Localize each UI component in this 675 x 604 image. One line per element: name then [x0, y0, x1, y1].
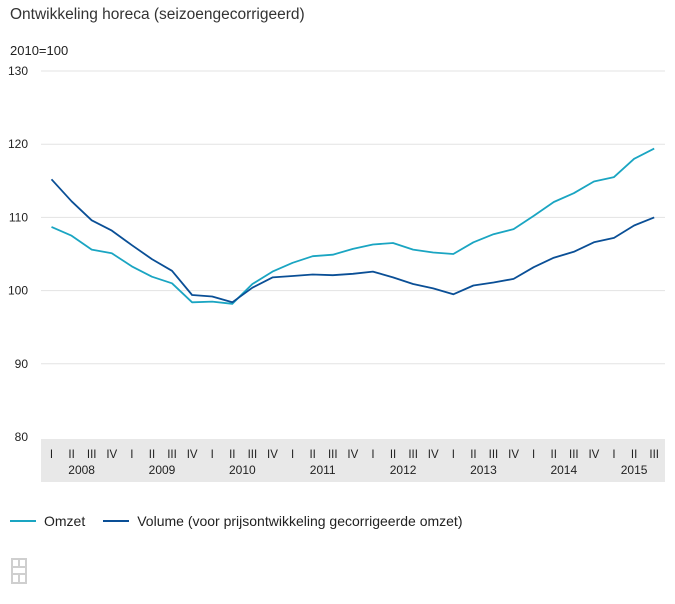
x-tick-label-quarter: IV	[588, 449, 599, 461]
x-tick-label-quarter: III	[248, 449, 258, 461]
x-tick-label-year: 2010	[229, 463, 256, 477]
x-tick-label-quarter: III	[167, 449, 177, 461]
x-tick-label-quarter: I	[291, 449, 294, 461]
x-axis-ticks: I II III IV I II III IV I II III IV I II III IV I II III IV…	[50, 449, 659, 477]
x-tick-label-quarter: II	[470, 449, 476, 461]
x-tick-label-year: 2014	[550, 463, 577, 477]
x-tick-label-quarter: II	[551, 449, 557, 461]
x-tick-label-quarter: I	[211, 449, 214, 461]
x-tick-label-quarter: I	[532, 449, 535, 461]
legend-swatch-omzet	[10, 520, 36, 522]
x-tick-label-year: 2012	[390, 463, 417, 477]
y-tick-label: 80	[15, 430, 29, 444]
x-tick-label-quarter: I	[50, 449, 53, 461]
legend-label-omzet: Omzet	[44, 513, 86, 529]
gridlines	[41, 70, 665, 365]
x-tick-label-quarter: III	[569, 449, 579, 461]
x-tick-label-quarter: I	[612, 449, 615, 461]
x-tick-label-quarter: I	[371, 449, 374, 461]
legend-label-volume: Volume (voor prijsontwikkeling gecorrige…	[137, 513, 463, 529]
y-tick-label: 110	[9, 210, 28, 224]
legend-swatch-volume	[103, 520, 130, 522]
x-tick-label-quarter: IV	[106, 449, 117, 461]
x-tick-label-year: 2015	[621, 463, 648, 477]
y-tick-label: 120	[8, 137, 28, 151]
x-tick-label-quarter: II	[390, 449, 396, 461]
x-tick-label-quarter: II	[309, 449, 315, 461]
x-tick-label-year: 2008	[68, 463, 95, 477]
x-tick-label-quarter: II	[68, 449, 74, 461]
legend-item-volume: Volume (voor prijsontwikkeling gecorrige…	[103, 513, 463, 529]
legend-item-omzet: Omzet	[10, 513, 85, 529]
x-tick-label-quarter: II	[631, 449, 637, 461]
x-tick-label-quarter: III	[489, 449, 499, 461]
x-tick-label-quarter: IV	[187, 449, 198, 461]
y-tick-label: 100	[8, 284, 28, 298]
x-tick-label-quarter: II	[149, 449, 155, 461]
x-tick-label-quarter: I	[452, 449, 455, 461]
x-tick-label-quarter: IV	[428, 449, 439, 461]
x-tick-label-year: 2011	[310, 463, 336, 477]
series-lines	[50, 147, 655, 305]
x-tick-label-quarter: III	[328, 449, 338, 461]
legend: Omzet Volume (voor prijsontwikkeling gec…	[10, 513, 481, 529]
series-line-volume	[50, 178, 655, 304]
x-tick-label-year: 2009	[149, 463, 176, 477]
x-tick-label-quarter: II	[229, 449, 235, 461]
y-tick-label: 90	[15, 357, 29, 371]
cbs-logo-icon	[11, 558, 27, 584]
x-tick-label-quarter: III	[87, 449, 97, 461]
x-tick-label-quarter: I	[130, 449, 133, 461]
x-tick-label-quarter: IV	[347, 449, 358, 461]
y-axis-ticks: 80 90 100 110 120 130	[8, 64, 28, 444]
y-tick-label: 130	[8, 64, 28, 78]
x-tick-label-quarter: IV	[267, 449, 278, 461]
x-tick-label-quarter: IV	[508, 449, 519, 461]
x-tick-label-quarter: III	[649, 449, 659, 461]
series-line-omzet	[51, 147, 655, 305]
x-tick-label-year: 2013	[470, 463, 497, 477]
unit-label: 2010=100	[10, 43, 69, 58]
x-tick-label-quarter: III	[408, 449, 418, 461]
x-axis-band	[41, 439, 665, 482]
chart-title: Ontwikkeling horeca (seizoengecorrigeerd…	[10, 6, 305, 23]
